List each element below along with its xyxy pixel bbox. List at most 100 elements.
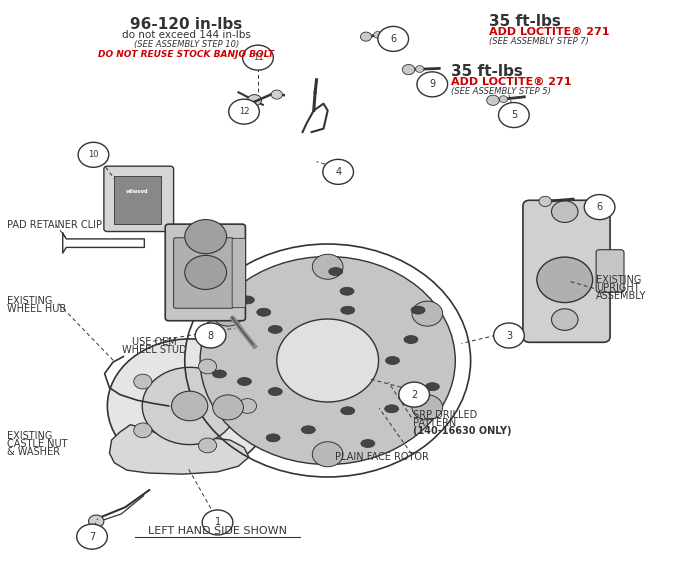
Circle shape bbox=[402, 65, 415, 75]
Circle shape bbox=[276, 319, 379, 402]
Circle shape bbox=[374, 31, 382, 38]
Ellipse shape bbox=[268, 325, 282, 333]
Circle shape bbox=[88, 515, 104, 528]
Text: (SEE ASSEMBLY STEP 7): (SEE ASSEMBLY STEP 7) bbox=[489, 37, 589, 46]
Ellipse shape bbox=[386, 356, 400, 364]
Ellipse shape bbox=[426, 383, 440, 391]
Text: CASTLE NUT: CASTLE NUT bbox=[7, 439, 67, 449]
Circle shape bbox=[416, 66, 424, 73]
Circle shape bbox=[539, 196, 552, 207]
Text: EXISTING: EXISTING bbox=[7, 431, 52, 441]
Circle shape bbox=[172, 391, 208, 421]
Circle shape bbox=[412, 395, 442, 420]
FancyBboxPatch shape bbox=[104, 166, 174, 231]
Text: wilwood: wilwood bbox=[126, 188, 148, 194]
Text: do not exceed 144 in-lbs: do not exceed 144 in-lbs bbox=[122, 30, 251, 40]
FancyBboxPatch shape bbox=[113, 176, 161, 224]
Text: SRP DRILLED: SRP DRILLED bbox=[413, 410, 477, 420]
Text: WHEEL STUD: WHEEL STUD bbox=[122, 345, 187, 355]
Circle shape bbox=[185, 255, 227, 289]
Text: 5: 5 bbox=[511, 110, 517, 120]
Text: ASSEMBLY: ASSEMBLY bbox=[596, 291, 647, 301]
Text: 11: 11 bbox=[253, 53, 263, 62]
Text: 7: 7 bbox=[89, 532, 95, 542]
Circle shape bbox=[142, 367, 237, 445]
Text: EXISTING: EXISTING bbox=[596, 275, 641, 285]
Circle shape bbox=[213, 301, 244, 326]
FancyBboxPatch shape bbox=[523, 200, 610, 343]
Circle shape bbox=[134, 423, 152, 438]
FancyBboxPatch shape bbox=[596, 250, 624, 292]
Text: LEFT HAND SIDE SHOWN: LEFT HAND SIDE SHOWN bbox=[148, 526, 287, 536]
Circle shape bbox=[213, 395, 244, 420]
Circle shape bbox=[185, 220, 227, 254]
Text: 96-120 in-lbs: 96-120 in-lbs bbox=[130, 17, 242, 31]
Ellipse shape bbox=[237, 377, 251, 385]
Text: 1: 1 bbox=[214, 517, 220, 528]
Circle shape bbox=[134, 374, 152, 389]
Circle shape bbox=[486, 95, 499, 106]
Circle shape bbox=[202, 510, 233, 535]
FancyBboxPatch shape bbox=[232, 238, 246, 308]
Circle shape bbox=[584, 195, 615, 220]
Text: PLAIN FACE ROTOR: PLAIN FACE ROTOR bbox=[335, 452, 428, 462]
Circle shape bbox=[312, 442, 343, 467]
Text: PATTERN: PATTERN bbox=[413, 418, 456, 428]
Ellipse shape bbox=[302, 426, 315, 434]
Text: ADD LOCTITE® 271: ADD LOCTITE® 271 bbox=[489, 27, 610, 37]
Circle shape bbox=[248, 95, 262, 106]
Circle shape bbox=[494, 323, 524, 348]
FancyBboxPatch shape bbox=[165, 224, 246, 321]
Circle shape bbox=[552, 201, 578, 223]
FancyBboxPatch shape bbox=[174, 238, 234, 308]
Ellipse shape bbox=[361, 440, 374, 448]
Circle shape bbox=[312, 254, 343, 279]
Ellipse shape bbox=[329, 268, 343, 276]
Polygon shape bbox=[109, 425, 249, 474]
Text: 6: 6 bbox=[390, 34, 396, 44]
Circle shape bbox=[162, 377, 225, 429]
Ellipse shape bbox=[385, 405, 398, 413]
Text: 10: 10 bbox=[88, 150, 99, 159]
Text: 9: 9 bbox=[429, 79, 435, 89]
Circle shape bbox=[107, 339, 272, 473]
Text: 35 ft-lbs: 35 ft-lbs bbox=[451, 65, 523, 79]
Text: 4: 4 bbox=[335, 167, 341, 177]
Circle shape bbox=[78, 142, 108, 167]
Circle shape bbox=[199, 359, 216, 374]
Text: ADD LOCTITE® 271: ADD LOCTITE® 271 bbox=[451, 77, 572, 87]
Ellipse shape bbox=[266, 434, 280, 442]
Ellipse shape bbox=[341, 306, 355, 314]
Ellipse shape bbox=[268, 388, 282, 396]
Text: 8: 8 bbox=[207, 331, 214, 340]
Text: 2: 2 bbox=[411, 389, 417, 400]
Circle shape bbox=[378, 26, 409, 51]
Ellipse shape bbox=[411, 306, 425, 314]
Ellipse shape bbox=[213, 370, 226, 378]
Text: (140-16630 ONLY): (140-16630 ONLY) bbox=[413, 426, 511, 436]
Circle shape bbox=[498, 103, 529, 127]
Ellipse shape bbox=[240, 296, 254, 304]
Circle shape bbox=[499, 96, 508, 103]
Text: WHEEL HUB: WHEEL HUB bbox=[7, 304, 66, 315]
Text: 3: 3 bbox=[506, 331, 512, 340]
Circle shape bbox=[229, 99, 260, 124]
Circle shape bbox=[323, 159, 354, 184]
Circle shape bbox=[200, 256, 455, 464]
Text: 35 ft-lbs: 35 ft-lbs bbox=[489, 14, 561, 29]
Text: EXISTING: EXISTING bbox=[7, 296, 52, 307]
Ellipse shape bbox=[340, 287, 354, 295]
Ellipse shape bbox=[257, 308, 271, 316]
Circle shape bbox=[195, 323, 226, 348]
Circle shape bbox=[360, 32, 372, 41]
Text: & WASHER: & WASHER bbox=[7, 447, 60, 457]
Circle shape bbox=[243, 45, 273, 70]
Circle shape bbox=[412, 301, 442, 326]
Circle shape bbox=[537, 257, 593, 303]
Text: USE OEM: USE OEM bbox=[132, 337, 177, 347]
Circle shape bbox=[271, 90, 282, 99]
Text: PAD RETAINER CLIP: PAD RETAINER CLIP bbox=[7, 220, 102, 230]
Text: (SEE ASSEMBLY STEP 10): (SEE ASSEMBLY STEP 10) bbox=[134, 40, 239, 49]
Circle shape bbox=[417, 72, 447, 97]
Text: 12: 12 bbox=[239, 107, 249, 116]
